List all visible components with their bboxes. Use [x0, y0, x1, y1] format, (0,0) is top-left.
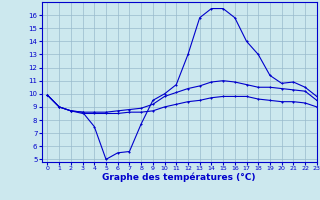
X-axis label: Graphe des températures (°C): Graphe des températures (°C) [102, 173, 256, 182]
